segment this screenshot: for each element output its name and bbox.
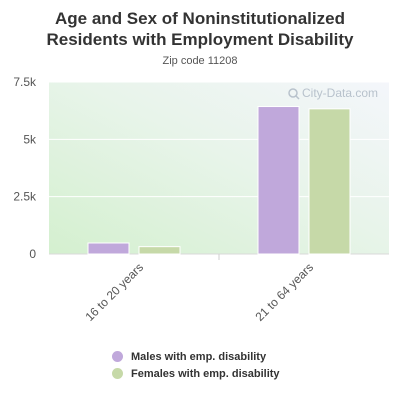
bar-males-0 xyxy=(87,242,130,255)
x-axis-ticks: 16 to 20 years 21 to 64 years xyxy=(82,260,316,324)
legend-item-males: Males with emp. disability xyxy=(112,348,280,365)
x-tick-label: 21 to 64 years xyxy=(252,260,316,324)
y-axis-ticks: 0 2.5k 5k 7.5k xyxy=(13,75,37,261)
chart-subtitle: Zip code 11208 xyxy=(162,55,238,67)
legend: Males with emp. disability Females with … xyxy=(112,348,280,382)
legend-swatch-males xyxy=(112,351,123,362)
bars xyxy=(87,106,351,255)
bar-females-1 xyxy=(308,108,351,255)
y-tick-label: 0 xyxy=(29,247,36,261)
legend-label-males: Males with emp. disability xyxy=(131,350,267,363)
y-tick-label: 5k xyxy=(23,132,37,146)
y-tick-label: 2.5k xyxy=(13,190,37,204)
legend-label-females: Females with emp. disability xyxy=(131,367,280,380)
watermark-text: City-Data.com xyxy=(302,86,378,100)
y-tick-label: 7.5k xyxy=(13,75,37,89)
chart-title: Age and Sex of Noninstitutionalized Resid… xyxy=(46,9,354,49)
magnifier-icon xyxy=(288,88,298,98)
legend-swatch-females xyxy=(112,368,123,379)
x-tick-label: 16 to 20 years xyxy=(82,260,146,324)
bar-males-1 xyxy=(257,106,300,255)
watermark: City-Data.com xyxy=(288,86,378,100)
legend-item-females: Females with emp. disability xyxy=(112,365,280,382)
bar-females-0 xyxy=(138,246,181,255)
